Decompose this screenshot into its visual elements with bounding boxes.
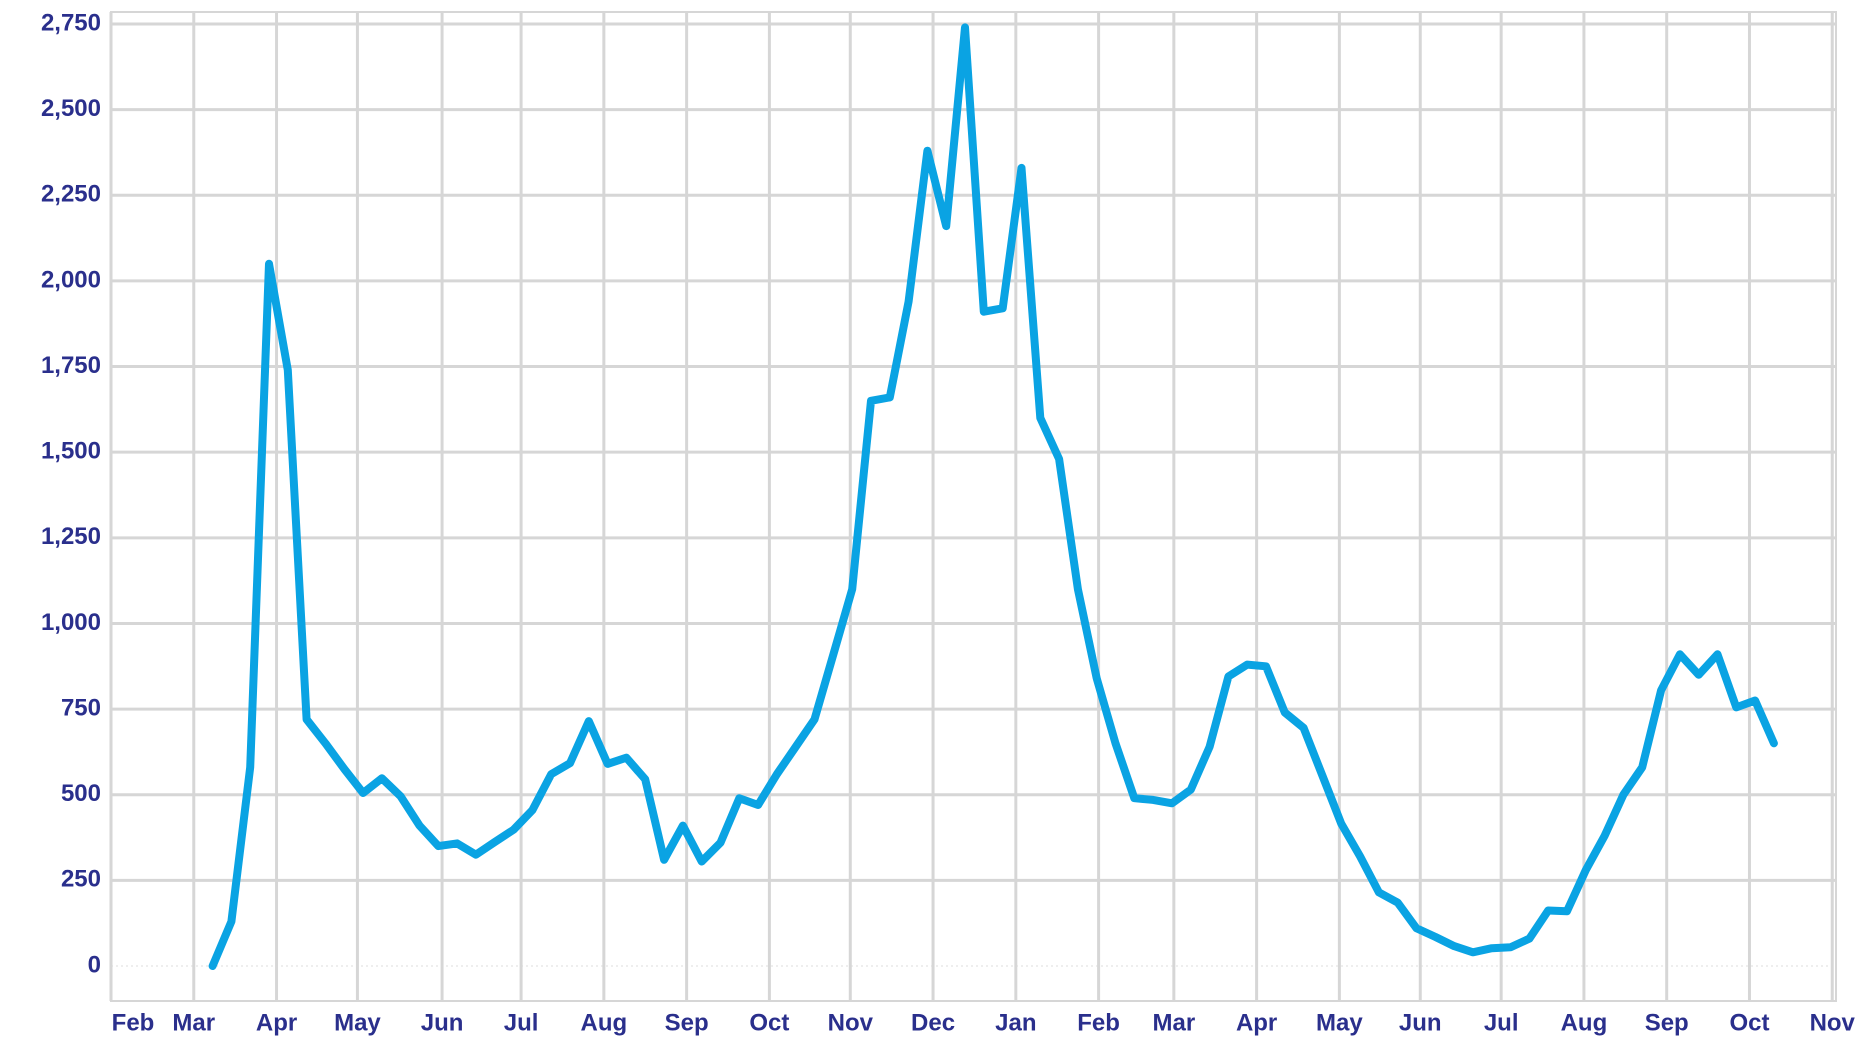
y-tick-label: 500 [61, 780, 101, 807]
x-tick-label: Apr [1236, 1009, 1277, 1036]
x-tick-label: Jul [1484, 1009, 1519, 1036]
x-tick-label: Jan [995, 1009, 1036, 1036]
x-tick-label: May [334, 1009, 381, 1036]
x-tick-label: Oct [1729, 1009, 1769, 1036]
y-tick-label: 0 [88, 951, 101, 978]
y-tick-label: 1,500 [41, 438, 101, 465]
x-tick-label: Dec [911, 1009, 955, 1036]
x-tick-label: Sep [1645, 1009, 1689, 1036]
y-tick-label: 1,000 [41, 609, 101, 636]
x-tick-label: Nov [828, 1009, 874, 1036]
y-tick-label: 750 [61, 694, 101, 721]
x-tick-label: Feb [112, 1009, 155, 1036]
line-series [208, 23, 1778, 970]
x-tick-label: Nov [1810, 1009, 1856, 1036]
y-tick-label: 2,500 [41, 95, 101, 122]
x-tick-label: Jun [1399, 1009, 1442, 1036]
x-tick-label: Feb [1077, 1009, 1120, 1036]
x-tick-label: Aug [581, 1009, 628, 1036]
y-tick-label: 2,000 [41, 266, 101, 293]
x-tick-label: May [1316, 1009, 1363, 1036]
x-tick-label: Apr [256, 1009, 297, 1036]
y-tick-label: 250 [61, 866, 101, 893]
y-tick-label: 2,250 [41, 181, 101, 208]
x-tick-label: Jul [504, 1009, 539, 1036]
y-tick-label: 1,750 [41, 352, 101, 379]
x-tick-label: Jun [421, 1009, 464, 1036]
x-tick-label: Mar [1152, 1009, 1195, 1036]
y-tick-label: 1,250 [41, 523, 101, 550]
y-tick-label: 2,750 [41, 9, 101, 36]
x-tick-label: Mar [172, 1009, 215, 1036]
x-tick-label: Oct [749, 1009, 789, 1036]
x-tick-label: Sep [665, 1009, 709, 1036]
x-tick-label: Aug [1561, 1009, 1608, 1036]
